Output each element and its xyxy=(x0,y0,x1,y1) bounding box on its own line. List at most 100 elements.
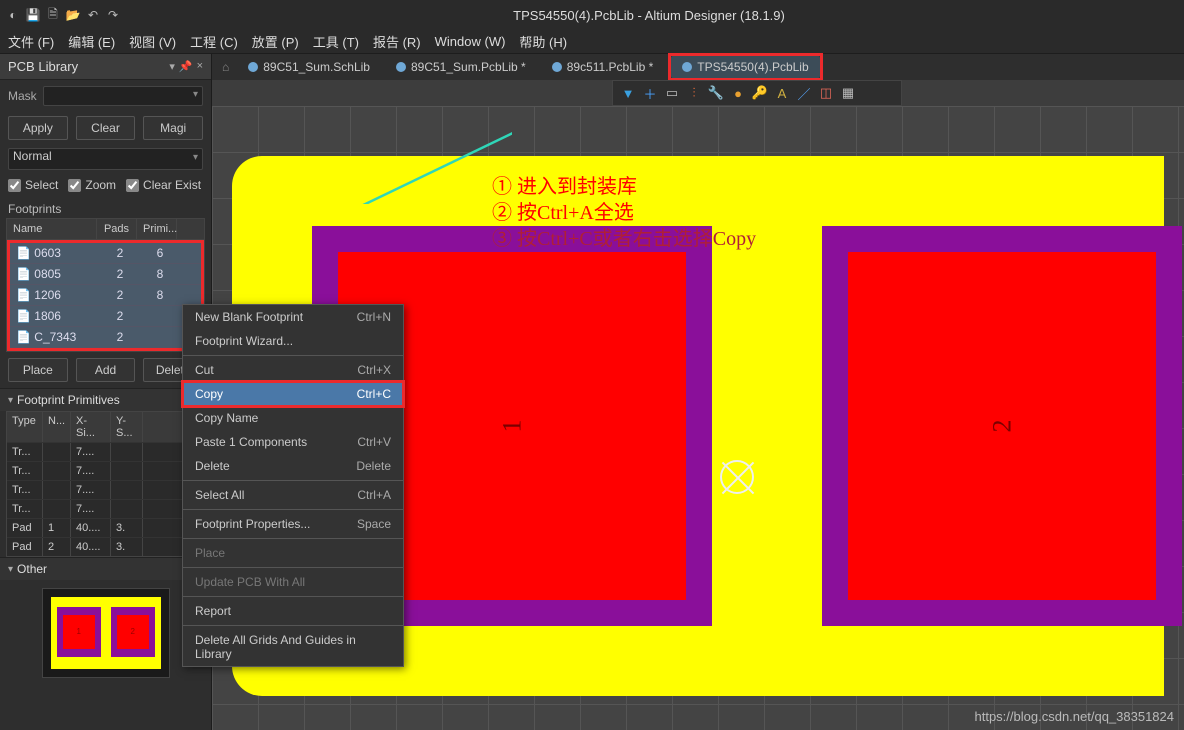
key-icon[interactable]: 🔑 xyxy=(751,84,769,102)
panel-pin-icon[interactable]: 📌 xyxy=(179,60,193,73)
mask-input[interactable] xyxy=(43,86,203,106)
footprint-row[interactable]: 📄 120628 xyxy=(10,285,201,306)
open-icon[interactable]: 📂 xyxy=(66,8,80,22)
mask-label: Mask xyxy=(8,89,37,103)
annotation-2: ② 按Ctrl+A全选 xyxy=(492,196,634,225)
magnify-button[interactable]: Magi xyxy=(143,116,203,140)
component-2: 2 xyxy=(822,226,1182,626)
context-menu: New Blank FootprintCtrl+N Footprint Wiza… xyxy=(182,304,404,667)
square-icon[interactable]: ◫ xyxy=(817,84,835,102)
undo-icon[interactable]: ↶ xyxy=(86,8,100,22)
prim-hdr-type[interactable]: Type xyxy=(7,412,43,442)
footprints-table: Name Pads Primi... 📄 060326📄 080528📄 120… xyxy=(6,218,205,352)
cb-clearexist[interactable]: Clear Exist xyxy=(126,178,201,192)
menu-window[interactable]: Window (W) xyxy=(435,34,506,49)
add-icon[interactable]: ＋ xyxy=(641,84,659,102)
line-icon[interactable]: ／ xyxy=(795,84,813,102)
save-icon[interactable]: 💾 xyxy=(26,8,40,22)
menu-bar: 文件 (F) 编辑 (E) 视图 (V) 工程 (C) 放置 (P) 工具 (T… xyxy=(0,30,1184,54)
ctx-delete-grids[interactable]: Delete All Grids And Guides in Library xyxy=(183,628,403,666)
doc-icon xyxy=(682,62,692,72)
pcb-library-panel: PCB Library ▾ 📌 × Mask Apply Clear Magi No… xyxy=(0,54,212,730)
place-button[interactable]: Place xyxy=(8,358,68,382)
tab-pcblib1[interactable]: 89C51_Sum.PcbLib * xyxy=(385,56,537,78)
ctx-paste[interactable]: Paste 1 ComponentsCtrl+V xyxy=(183,430,403,454)
menu-view[interactable]: 视图 (V) xyxy=(129,32,176,51)
ctx-select-all[interactable]: Select AllCtrl+A xyxy=(183,483,403,507)
tab-pcblib2[interactable]: 89c511.PcbLib * xyxy=(541,56,665,78)
ctx-cut[interactable]: CutCtrl+X xyxy=(183,358,403,382)
tab-schlib[interactable]: 89C51_Sum.SchLib xyxy=(237,56,381,78)
hdr-prim[interactable]: Primi... xyxy=(137,219,177,239)
ctx-report[interactable]: Report xyxy=(183,599,403,623)
footprint-row[interactable]: 📄 C_73432 xyxy=(10,327,201,348)
text-icon[interactable]: A xyxy=(773,84,791,102)
menu-tools[interactable]: 工具 (T) xyxy=(313,32,359,51)
menu-report[interactable]: 报告 (R) xyxy=(373,32,421,51)
panel-title-text: PCB Library xyxy=(8,59,78,74)
align-icon[interactable]: ⫶ xyxy=(685,84,703,102)
menu-help[interactable]: 帮助 (H) xyxy=(519,32,567,51)
origin-marker xyxy=(720,460,754,494)
menu-edit[interactable]: 编辑 (E) xyxy=(68,32,115,51)
tab-active[interactable]: TPS54550(4).PcbLib xyxy=(671,56,819,78)
pad-number-2: 2 xyxy=(987,420,1017,433)
cb-zoom[interactable]: Zoom xyxy=(68,178,116,192)
ctx-update-pcb: Update PCB With All xyxy=(183,570,403,594)
prim-hdr-x[interactable]: X-Si... xyxy=(71,412,111,442)
ctx-copy[interactable]: CopyCtrl+C xyxy=(183,382,403,406)
primitive-row[interactable]: Pad240....3. xyxy=(7,537,204,556)
panel-close-icon[interactable]: × xyxy=(197,60,203,73)
other-heading[interactable]: Other xyxy=(0,557,211,580)
window-title: TPS54550(4).PcbLib - Altium Designer (18… xyxy=(120,8,1178,23)
add-button[interactable]: Add xyxy=(76,358,136,382)
canvas-toolbar: ▼ ＋ ▭ ⫶ 🔧 ● 🔑 A ／ ◫ ▦ xyxy=(612,80,902,106)
apply-button[interactable]: Apply xyxy=(8,116,68,140)
title-bar: ◐ 💾 🗎 📂 ↶ ↷ TPS54550(4).PcbLib - Altium … xyxy=(0,0,1184,30)
doc-icon xyxy=(396,62,406,72)
ctx-footprint-wizard[interactable]: Footprint Wizard... xyxy=(183,329,403,353)
grid-icon[interactable]: ▦ xyxy=(839,84,857,102)
menu-file[interactable]: 文件 (F) xyxy=(8,32,54,51)
primitives-table: Type N... X-Si... Y-S... Tr...7....Tr...… xyxy=(6,411,205,557)
footprints-heading: Footprints xyxy=(0,196,211,218)
hdr-name[interactable]: Name xyxy=(7,219,97,239)
panel-title: PCB Library ▾ 📌 × xyxy=(0,54,211,80)
cb-select[interactable]: Select xyxy=(8,178,58,192)
ctx-copy-name[interactable]: Copy Name xyxy=(183,406,403,430)
watermark: https://blog.csdn.net/qq_38351824 xyxy=(975,709,1175,724)
footprint-row[interactable]: 📄 060326 xyxy=(10,243,201,264)
clear-button[interactable]: Clear xyxy=(76,116,136,140)
rect-icon[interactable]: ▭ xyxy=(663,84,681,102)
saveall-icon[interactable]: 🗎 xyxy=(46,8,60,22)
footprint-preview: 1 2 xyxy=(42,588,170,678)
mode-select[interactable]: Normal xyxy=(8,148,203,170)
home-icon[interactable]: ⌂ xyxy=(218,60,233,74)
ctx-delete[interactable]: DeleteDelete xyxy=(183,454,403,478)
panel-dropdown-icon[interactable]: ▾ xyxy=(169,60,175,73)
wrench-icon[interactable]: 🔧 xyxy=(707,84,725,102)
footprint-row[interactable]: 📄 18062 xyxy=(10,306,201,327)
primitive-row[interactable]: Pad140....3. xyxy=(7,518,204,537)
primitive-row[interactable]: Tr...7.... xyxy=(7,499,204,518)
doc-icon xyxy=(248,62,258,72)
prim-hdr-y[interactable]: Y-S... xyxy=(111,412,143,442)
filter-icon[interactable]: ▼ xyxy=(619,84,637,102)
footprint-primitives-heading[interactable]: Footprint Primitives xyxy=(0,388,211,411)
menu-place[interactable]: 放置 (P) xyxy=(252,32,299,51)
redo-icon[interactable]: ↷ xyxy=(106,8,120,22)
pad-2: 2 xyxy=(848,252,1156,600)
dot-icon[interactable]: ● xyxy=(729,84,747,102)
ctx-properties[interactable]: Footprint Properties...Space xyxy=(183,512,403,536)
ctx-place: Place xyxy=(183,541,403,565)
primitive-row[interactable]: Tr...7.... xyxy=(7,442,204,461)
hdr-pads[interactable]: Pads xyxy=(97,219,137,239)
menu-project[interactable]: 工程 (C) xyxy=(190,32,238,51)
app-icon: ◐ xyxy=(6,8,20,22)
doc-icon xyxy=(552,62,562,72)
ctx-new-footprint[interactable]: New Blank FootprintCtrl+N xyxy=(183,305,403,329)
primitive-row[interactable]: Tr...7.... xyxy=(7,480,204,499)
footprint-row[interactable]: 📄 080528 xyxy=(10,264,201,285)
prim-hdr-n[interactable]: N... xyxy=(43,412,71,442)
primitive-row[interactable]: Tr...7.... xyxy=(7,461,204,480)
